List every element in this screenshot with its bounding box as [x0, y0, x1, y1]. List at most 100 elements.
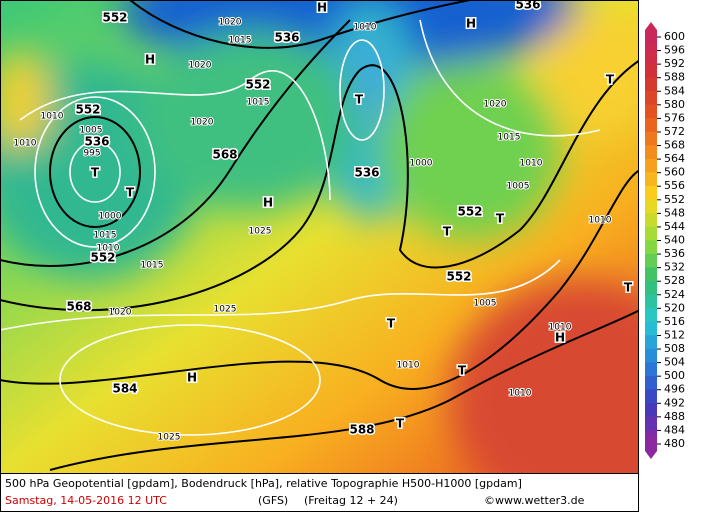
pressure-label: 1015 [247, 98, 270, 108]
colorbar-label: 504 [664, 356, 685, 369]
geopotential-label: 552 [245, 78, 270, 92]
colorbar-label: 584 [664, 84, 685, 97]
colorbar-label: 580 [664, 98, 685, 111]
colorbar-cell [645, 213, 657, 228]
colorbar-label: 492 [664, 396, 685, 409]
geopotential-label: 568 [212, 148, 237, 162]
pressure-label: 1025 [249, 227, 272, 237]
colorbar-cell [645, 335, 657, 350]
colorbar-cell [645, 294, 657, 309]
colorbar-label: 596 [664, 44, 685, 57]
pressure-label: 1010 [520, 159, 543, 169]
colorbar-label: 524 [664, 288, 685, 301]
geopotential-label: 552 [75, 103, 100, 117]
colorbar-label: 532 [664, 261, 685, 274]
pressure-label: 1010 [589, 216, 612, 226]
colorbar-cell [645, 63, 657, 78]
colorbar-label: 488 [664, 410, 685, 423]
colorbar-label: 552 [664, 193, 685, 206]
pressure-label: 1020 [191, 118, 214, 128]
colorbar-cell [645, 172, 657, 187]
pressure-label: 1010 [14, 139, 37, 149]
colorbar-cell [645, 253, 657, 268]
geopotential-label: 536 [274, 31, 299, 45]
geopotential-label: 552 [457, 205, 482, 219]
pressure-center: H [466, 17, 476, 31]
colorbar-label: 500 [664, 369, 685, 382]
pressure-center: T [443, 225, 452, 239]
colorbar-cell [645, 186, 657, 201]
pressure-contours [0, 19, 601, 436]
geopotential-label: 536 [354, 166, 379, 180]
pressure-center: H [187, 371, 197, 385]
colorbar-label: 564 [664, 152, 685, 165]
pressure-label: 1010 [41, 112, 64, 122]
colorbar-cell [645, 30, 657, 44]
pressure-label: 1005 [80, 126, 103, 136]
pressure-label: 1015 [229, 36, 252, 46]
pressure-label: 1010 [354, 23, 377, 33]
pressure-center: H [317, 1, 327, 15]
geopotential-label: 552 [90, 251, 115, 265]
pressure-label: 1020 [484, 100, 507, 110]
colorbar-label: 528 [664, 274, 685, 287]
colorbar-label: 560 [664, 166, 685, 179]
pressure-label: 1025 [214, 305, 237, 315]
colorbar-cell [645, 104, 657, 119]
colorbar-cell [645, 416, 657, 431]
geopotential-label: 552 [446, 270, 471, 284]
pressure-center: T [91, 166, 100, 180]
colorbar-label: 572 [664, 125, 685, 138]
colorbar-cell [645, 321, 657, 336]
colorbar-cell [645, 437, 657, 451]
colorbar-cell [645, 91, 657, 106]
pressure-label: 1020 [109, 308, 132, 318]
pressure-center: T [458, 364, 467, 378]
colorbar-cell [645, 118, 657, 133]
geopotential-label: 536 [84, 135, 109, 149]
pressure-label: 1020 [219, 18, 242, 28]
colorbar-cell [645, 348, 657, 363]
colorbar-cell [645, 240, 657, 255]
pressure-label: 1000 [99, 212, 122, 222]
colorbar-label: 508 [664, 342, 685, 355]
colorbar-cell [645, 199, 657, 214]
pressure-center: T [496, 212, 505, 226]
footer-box [0, 473, 639, 512]
pressure-label: 1005 [474, 299, 497, 309]
footer-model: (GFS) [258, 494, 288, 507]
pressure-center: T [396, 417, 405, 431]
colorbar-cell [645, 226, 657, 241]
geopotential-label: 568 [66, 300, 91, 314]
colorbar-label: 556 [664, 179, 685, 192]
colorbar-label: 480 [664, 437, 685, 450]
colorbar-label: 484 [664, 423, 685, 436]
pressure-label: 1005 [507, 182, 530, 192]
pressure-label: 1015 [141, 261, 164, 271]
colorbar-label: 588 [664, 71, 685, 84]
footer-run: (Freitag 12 + 24) [304, 494, 398, 507]
colorbar-cell [645, 308, 657, 323]
pressure-label: 1010 [549, 323, 572, 333]
colorbar-label: 600 [664, 30, 685, 43]
geopotential-label: 536 [515, 0, 540, 12]
colorbar-label: 540 [664, 234, 685, 247]
pressure-label: 1000 [410, 159, 433, 169]
pressure-center: H [145, 53, 155, 67]
colorbar-cell [645, 403, 657, 418]
pressure-label: 1015 [498, 133, 521, 143]
pressure-center: T [624, 281, 633, 295]
colorbar-label: 568 [664, 139, 685, 152]
geopotential-label: 584 [112, 382, 137, 396]
colorbar-label: 512 [664, 328, 685, 341]
pressure-label: 1015 [94, 231, 117, 241]
pressure-center: T [606, 73, 615, 87]
colorbar-top [645, 22, 657, 30]
colorbar-label: 520 [664, 301, 685, 314]
colorbar-cell [645, 158, 657, 173]
footer-credit: ©www.wetter3.de [484, 494, 585, 507]
colorbar-cell [645, 131, 657, 146]
colorbar-label: 592 [664, 57, 685, 70]
colorbar-cell [645, 145, 657, 160]
pressure-label: 1010 [97, 244, 120, 254]
